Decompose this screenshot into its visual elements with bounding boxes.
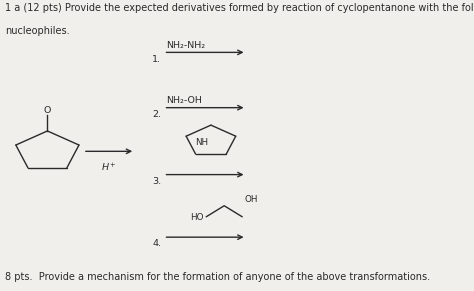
Text: HO: HO	[191, 213, 204, 222]
Text: 8 pts.  Provide a mechanism for the formation of anyone of the above transformat: 8 pts. Provide a mechanism for the forma…	[5, 272, 430, 282]
Text: 1 a (12 pts) Provide the expected derivatives formed by reaction of cyclopentano: 1 a (12 pts) Provide the expected deriva…	[5, 3, 474, 13]
Text: H$^+$: H$^+$	[101, 162, 117, 174]
Text: 3.: 3.	[152, 177, 161, 186]
Text: OH: OH	[245, 195, 258, 204]
Text: O: O	[44, 107, 51, 115]
Text: NH: NH	[195, 138, 208, 147]
Text: 2.: 2.	[152, 110, 161, 119]
Text: 4.: 4.	[152, 239, 161, 249]
Text: NH₂-NH₂: NH₂-NH₂	[166, 41, 205, 50]
Text: NH₂-OH: NH₂-OH	[166, 96, 202, 105]
Text: nucleophiles.: nucleophiles.	[5, 26, 69, 36]
Text: 1.: 1.	[152, 55, 161, 64]
